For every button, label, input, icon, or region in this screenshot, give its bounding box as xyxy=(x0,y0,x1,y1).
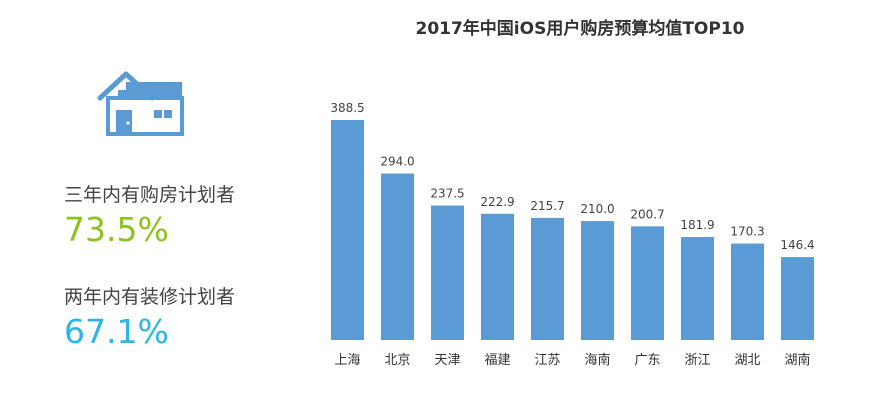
house-icon xyxy=(97,71,184,136)
bar-value-label: 237.5 xyxy=(430,187,464,201)
x-tick-label: 上海 xyxy=(334,353,360,368)
bar-value-label: 388.5 xyxy=(330,101,364,115)
stat-value-renovation: 67.1% xyxy=(64,312,169,351)
stat-label-renovation: 两年内有装修计划者 xyxy=(64,286,236,308)
bar-浙江 xyxy=(681,236,714,340)
bar-value-label: 146.4 xyxy=(780,238,814,252)
bar-value-label: 181.9 xyxy=(680,218,714,232)
x-tick-label: 北京 xyxy=(384,353,410,368)
x-tick-label: 海南 xyxy=(584,352,610,368)
x-tick-label: 江苏 xyxy=(534,352,560,368)
bar-江苏 xyxy=(531,217,564,340)
bar-天津 xyxy=(431,205,464,340)
bar-上海 xyxy=(331,120,364,340)
bar-广东 xyxy=(631,226,664,340)
chart-title: 2017年中国iOS用户购房预算均值TOP10 xyxy=(415,19,745,39)
stat-value-purchase: 73.5% xyxy=(64,210,169,249)
bar-value-label: 170.3 xyxy=(730,225,764,239)
x-tick-label: 浙江 xyxy=(684,353,710,368)
bar-湖北 xyxy=(731,243,764,340)
bar-value-label: 215.7 xyxy=(530,199,564,213)
bar-value-label: 200.7 xyxy=(630,207,664,221)
x-tick-label: 广东 xyxy=(634,353,660,368)
bar-value-label: 210.0 xyxy=(580,202,614,216)
x-tick-label: 天津 xyxy=(434,353,460,368)
x-tick-label: 福建 xyxy=(484,353,510,368)
bar-value-label: 222.9 xyxy=(480,195,514,209)
bar-湖南 xyxy=(781,257,814,340)
x-tick-label: 湖北 xyxy=(734,353,760,368)
bar-value-label: 294.0 xyxy=(380,155,414,169)
bar-福建 xyxy=(481,213,514,340)
bar-海南 xyxy=(581,221,614,340)
bar-北京 xyxy=(381,173,414,340)
stat-label-purchase: 三年内有购房计划者 xyxy=(64,184,236,206)
x-tick-label: 湖南 xyxy=(784,352,810,368)
